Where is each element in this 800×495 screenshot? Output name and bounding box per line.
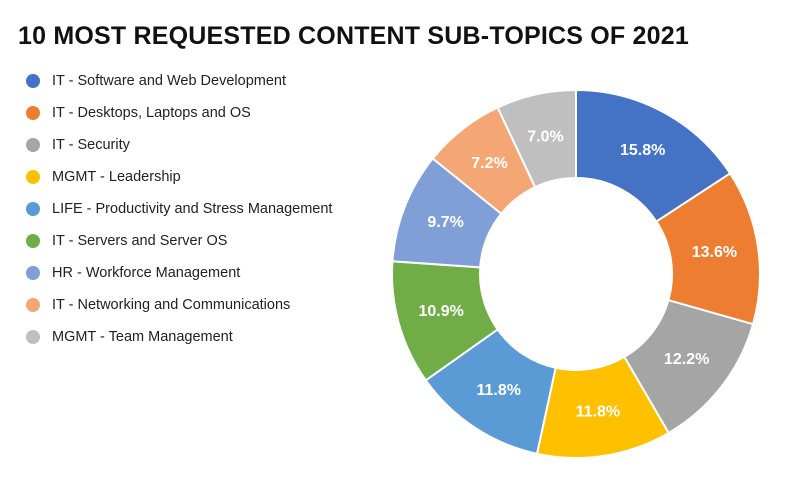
legend-swatch <box>26 234 40 248</box>
legend-item: HR - Workforce Management <box>26 264 336 282</box>
legend-label: MGMT - Leadership <box>52 169 181 185</box>
legend-item: LIFE - Productivity and Stress Managemen… <box>26 200 336 218</box>
data-label: 12.2% <box>664 351 709 368</box>
legend-label: LIFE - Productivity and Stress Managemen… <box>52 201 333 217</box>
legend-swatch <box>26 74 40 88</box>
data-label: 10.9% <box>419 303 464 320</box>
data-label: 9.7% <box>427 214 463 231</box>
legend-label: IT - Software and Web Development <box>52 73 286 89</box>
legend-label: IT - Networking and Communications <box>52 297 291 313</box>
legend-item: MGMT - Leadership <box>26 168 336 186</box>
legend-item: IT - Software and Web Development <box>26 72 336 90</box>
legend-item: IT - Networking and Communications <box>26 296 336 314</box>
legend-item: IT - Servers and Server OS <box>26 232 336 250</box>
legend-label: IT - Servers and Server OS <box>52 233 228 249</box>
donut-slice <box>575 88 732 223</box>
data-label: 13.6% <box>692 244 737 261</box>
legend-item: MGMT - Team Management <box>26 328 336 346</box>
legend-swatch <box>26 330 40 344</box>
data-label: 7.2% <box>471 155 507 172</box>
data-label: 7.0% <box>527 129 563 146</box>
chart-title: 10 MOST REQUESTED CONTENT SUB-TOPICS OF … <box>18 22 689 50</box>
legend-swatch <box>26 298 40 312</box>
legend-swatch <box>26 138 40 152</box>
legend-swatch <box>26 170 40 184</box>
legend-item: IT - Security <box>26 136 336 154</box>
legend-swatch <box>26 266 40 280</box>
legend-label: IT - Desktops, Laptops and OS <box>52 105 251 121</box>
data-label: 11.8% <box>576 403 620 420</box>
chart-legend: IT - Software and Web Development IT - D… <box>26 72 336 360</box>
donut-chart: 15.8% 13.6% 12.2% 11.8% 11.8% 10.9% 9.7% 7.2% 7.… <box>391 88 761 459</box>
data-label: 15.8% <box>620 142 665 159</box>
data-label: 11.8% <box>477 382 521 399</box>
legend-item: IT - Desktops, Laptops and OS <box>26 104 336 122</box>
legend-swatch <box>26 106 40 120</box>
donut-slice <box>496 88 577 189</box>
legend-swatch <box>26 202 40 216</box>
legend-label: HR - Workforce Management <box>52 265 241 281</box>
legend-label: IT - Security <box>52 137 130 153</box>
legend-label: MGMT - Team Management <box>52 329 233 345</box>
